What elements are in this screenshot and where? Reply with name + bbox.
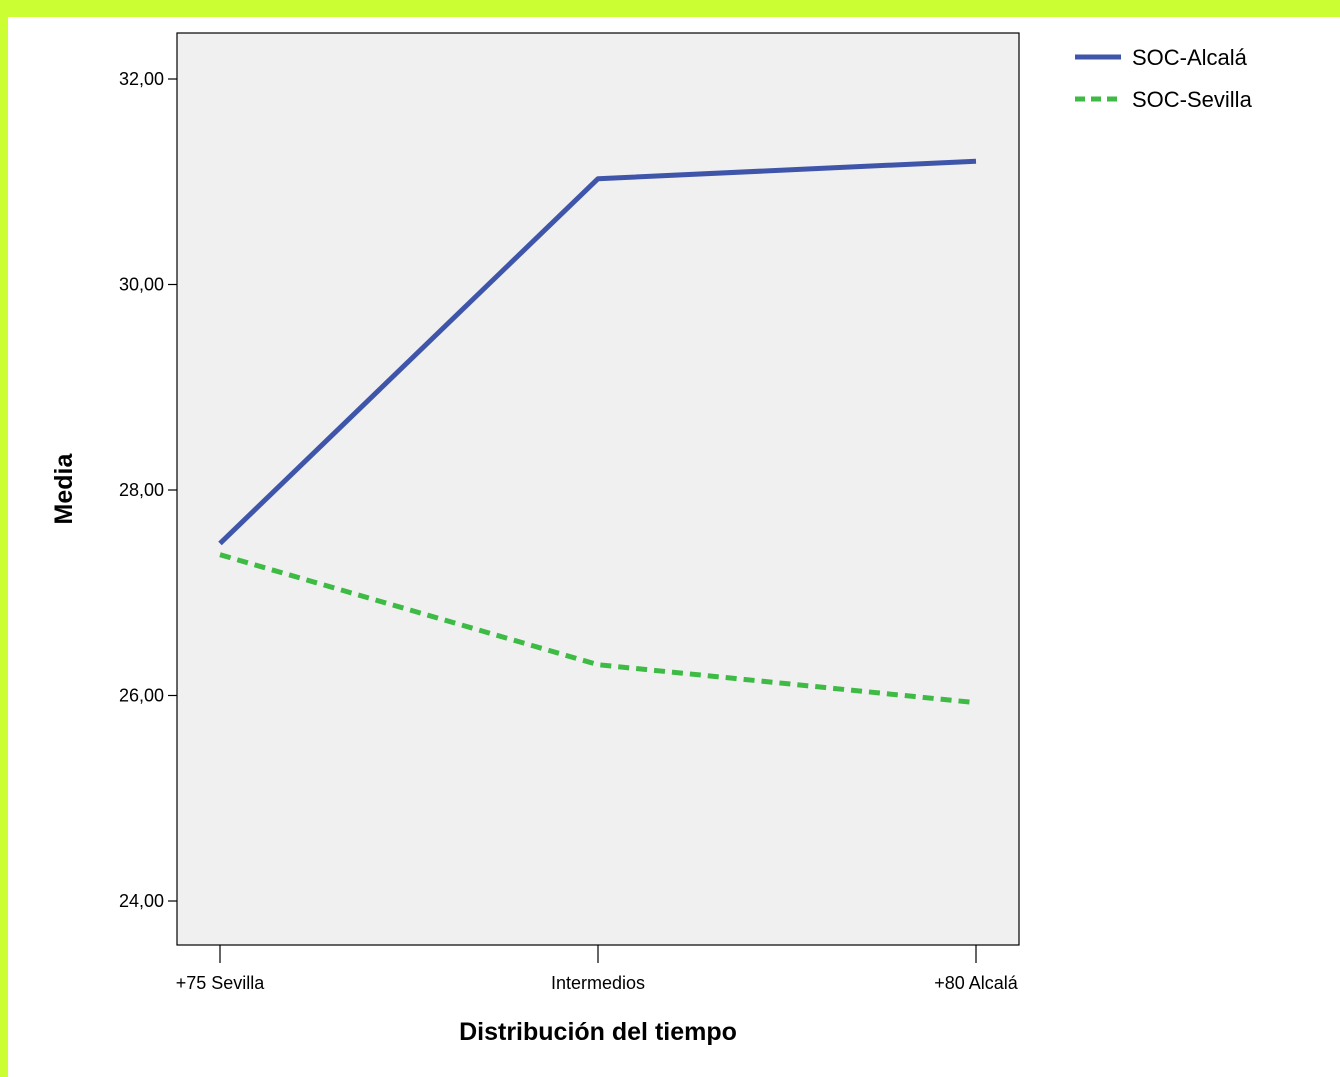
- x-tick-label: Intermedios: [551, 973, 645, 993]
- series-line-1: [219, 552, 977, 706]
- x-axis: +75 Sevilla Intermedios +80 Alcalá: [176, 945, 1019, 993]
- plot-area: [176, 32, 1020, 946]
- y-axis-title: Media: [50, 452, 78, 524]
- x-tick-label: +75 Sevilla: [176, 973, 266, 993]
- y-axis: 24,00 26,00 28,00 30,00 32,00: [119, 69, 177, 911]
- series-line-0: [218, 158, 977, 546]
- y-tick-label: 24,00: [119, 891, 164, 911]
- y-tick-label: 32,00: [119, 69, 164, 89]
- x-axis-title: Distribución del tiempo: [459, 1018, 737, 1046]
- y-tick-label: 26,00: [119, 686, 164, 706]
- legend-label: SOC-Alcalá: [1132, 45, 1248, 70]
- y-tick-label: 30,00: [119, 275, 164, 295]
- legend: SOC-Alcalá SOC-Sevilla: [1075, 45, 1253, 112]
- y-tick-label: 28,00: [119, 480, 164, 500]
- x-tick-label: +80 Alcalá: [934, 973, 1019, 993]
- legend-label: SOC-Sevilla: [1132, 87, 1253, 112]
- series-layer: [218, 158, 977, 706]
